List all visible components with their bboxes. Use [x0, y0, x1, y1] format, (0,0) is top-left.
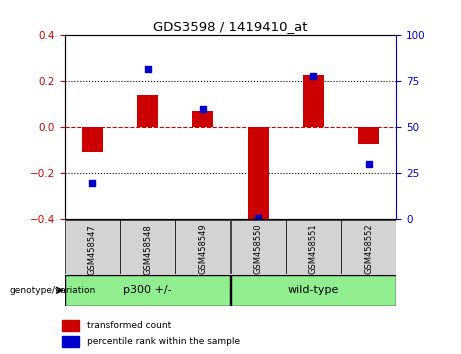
FancyBboxPatch shape — [342, 220, 396, 274]
Point — [254, 215, 262, 221]
FancyBboxPatch shape — [231, 275, 396, 306]
Point — [310, 73, 317, 79]
Text: p300 +/-: p300 +/- — [123, 285, 172, 295]
Point — [89, 180, 96, 185]
FancyBboxPatch shape — [120, 220, 175, 274]
Text: GSM458551: GSM458551 — [309, 224, 318, 274]
Bar — [62, 336, 78, 347]
FancyBboxPatch shape — [286, 220, 341, 274]
Text: wild-type: wild-type — [288, 285, 339, 295]
Bar — [358, 127, 379, 144]
Bar — [62, 320, 78, 331]
Point — [365, 161, 372, 167]
Text: GSM458552: GSM458552 — [364, 224, 373, 274]
FancyBboxPatch shape — [65, 220, 119, 274]
Bar — [137, 95, 158, 127]
Text: transformed count: transformed count — [87, 321, 171, 330]
Text: percentile rank within the sample: percentile rank within the sample — [87, 337, 240, 346]
Point — [144, 66, 151, 72]
FancyBboxPatch shape — [65, 275, 230, 306]
Bar — [192, 111, 213, 127]
Text: genotype/variation: genotype/variation — [9, 286, 95, 296]
Text: GSM458550: GSM458550 — [254, 224, 263, 274]
FancyBboxPatch shape — [231, 220, 285, 274]
Text: GSM458549: GSM458549 — [198, 224, 207, 274]
Title: GDS3598 / 1419410_at: GDS3598 / 1419410_at — [153, 20, 308, 33]
Text: GSM458547: GSM458547 — [88, 224, 97, 275]
Bar — [248, 127, 269, 222]
Bar — [82, 127, 103, 152]
Bar — [303, 75, 324, 127]
FancyBboxPatch shape — [176, 220, 230, 274]
Text: GSM458548: GSM458548 — [143, 224, 152, 275]
Point — [199, 106, 207, 112]
